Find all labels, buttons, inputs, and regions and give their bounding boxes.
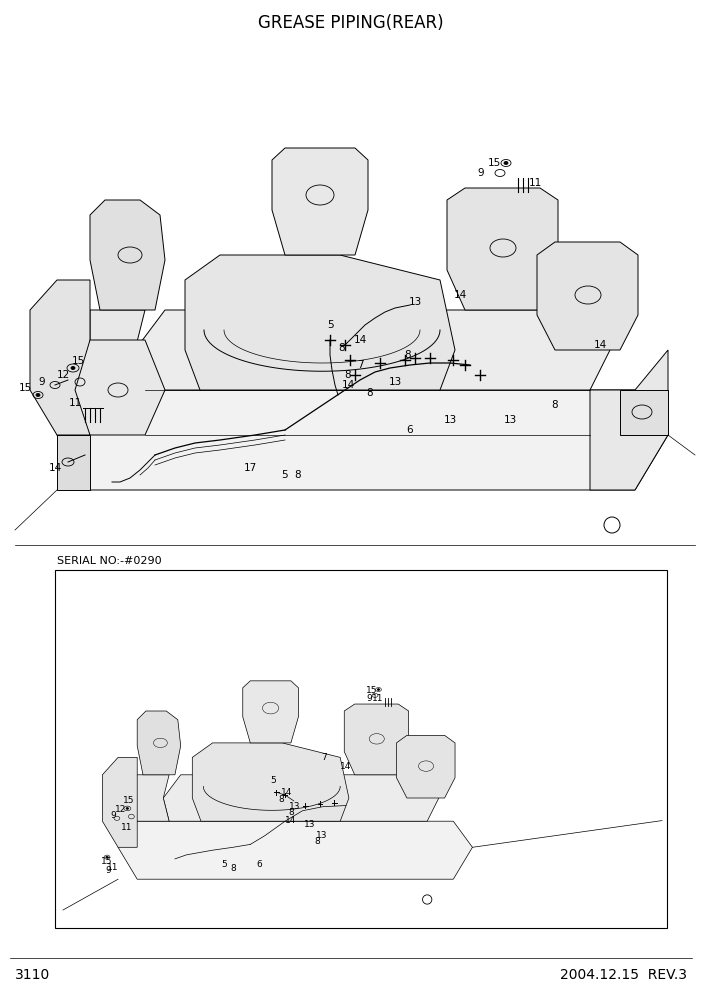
- Text: SERIAL NO:-#0290: SERIAL NO:-#0290: [57, 556, 161, 566]
- Text: 12: 12: [56, 370, 69, 380]
- Text: 12: 12: [115, 806, 126, 814]
- Ellipse shape: [504, 162, 508, 165]
- Text: 14: 14: [341, 380, 355, 390]
- Text: 15: 15: [366, 686, 378, 695]
- Text: 8: 8: [552, 400, 558, 410]
- Text: 9: 9: [477, 168, 484, 178]
- Text: 7: 7: [357, 360, 364, 370]
- Polygon shape: [57, 310, 145, 390]
- Text: 9: 9: [39, 377, 46, 387]
- Bar: [55, 570, 667, 928]
- Polygon shape: [590, 350, 668, 490]
- Text: 11: 11: [529, 178, 542, 188]
- Text: 15: 15: [487, 158, 501, 168]
- Text: 14: 14: [282, 788, 293, 797]
- Text: GREASE PIPING(REAR): GREASE PIPING(REAR): [258, 14, 444, 32]
- Text: 9: 9: [105, 866, 111, 875]
- Ellipse shape: [377, 688, 380, 690]
- Polygon shape: [90, 200, 165, 310]
- Text: 2004.12.15  REV.3: 2004.12.15 REV.3: [560, 968, 687, 982]
- Polygon shape: [620, 390, 668, 435]
- Polygon shape: [118, 775, 169, 821]
- Polygon shape: [272, 148, 368, 255]
- Text: 8: 8: [230, 864, 237, 873]
- Text: 14: 14: [593, 340, 607, 350]
- Text: 11: 11: [121, 822, 133, 831]
- Text: 8: 8: [345, 370, 351, 380]
- Text: 11: 11: [372, 693, 384, 702]
- Polygon shape: [57, 390, 668, 490]
- Text: 8: 8: [366, 388, 373, 398]
- Ellipse shape: [36, 394, 40, 397]
- Text: 5: 5: [282, 470, 289, 480]
- Text: 8: 8: [278, 795, 284, 804]
- Text: 15: 15: [123, 797, 134, 806]
- Text: 13: 13: [316, 831, 327, 840]
- Polygon shape: [102, 758, 137, 847]
- Text: 9: 9: [110, 810, 116, 820]
- Polygon shape: [118, 821, 472, 879]
- Text: 14: 14: [48, 463, 62, 473]
- Polygon shape: [447, 188, 558, 310]
- Polygon shape: [164, 775, 439, 821]
- Text: 14: 14: [353, 335, 366, 345]
- Text: 14: 14: [285, 815, 296, 824]
- Ellipse shape: [126, 807, 128, 809]
- Polygon shape: [57, 435, 90, 490]
- Text: 9: 9: [366, 693, 372, 702]
- Text: 13: 13: [409, 297, 422, 307]
- Text: 17: 17: [244, 463, 257, 473]
- Text: 3110: 3110: [15, 968, 51, 982]
- Ellipse shape: [106, 856, 108, 858]
- Text: 8: 8: [295, 470, 301, 480]
- Text: 14: 14: [453, 290, 467, 300]
- Text: 15: 15: [100, 857, 112, 866]
- Polygon shape: [185, 255, 455, 390]
- Polygon shape: [135, 310, 610, 390]
- Text: 14: 14: [340, 762, 352, 771]
- Text: 8: 8: [288, 808, 293, 817]
- Text: 15: 15: [72, 356, 85, 366]
- Text: 13: 13: [503, 415, 517, 425]
- Text: 8: 8: [338, 343, 345, 353]
- Text: 5: 5: [221, 860, 227, 869]
- Polygon shape: [40, 310, 90, 390]
- Text: 11: 11: [68, 398, 81, 408]
- Text: 11: 11: [107, 863, 119, 872]
- Polygon shape: [30, 280, 90, 435]
- Text: 7: 7: [321, 753, 327, 762]
- Polygon shape: [75, 340, 165, 435]
- Text: 5: 5: [326, 320, 333, 330]
- Polygon shape: [537, 242, 638, 350]
- Text: 5: 5: [271, 776, 277, 785]
- Polygon shape: [344, 704, 409, 775]
- Text: 6: 6: [256, 860, 262, 869]
- Text: 13: 13: [388, 377, 402, 387]
- Polygon shape: [243, 681, 298, 743]
- Text: 8: 8: [404, 350, 411, 360]
- Text: 13: 13: [444, 415, 456, 425]
- Ellipse shape: [71, 366, 75, 369]
- Text: 13: 13: [304, 819, 316, 828]
- Text: 13: 13: [289, 803, 300, 811]
- Text: 6: 6: [406, 425, 413, 435]
- Text: 15: 15: [18, 383, 32, 393]
- Polygon shape: [397, 735, 455, 798]
- Polygon shape: [192, 743, 349, 821]
- Polygon shape: [137, 711, 180, 775]
- Text: 8: 8: [314, 837, 320, 846]
